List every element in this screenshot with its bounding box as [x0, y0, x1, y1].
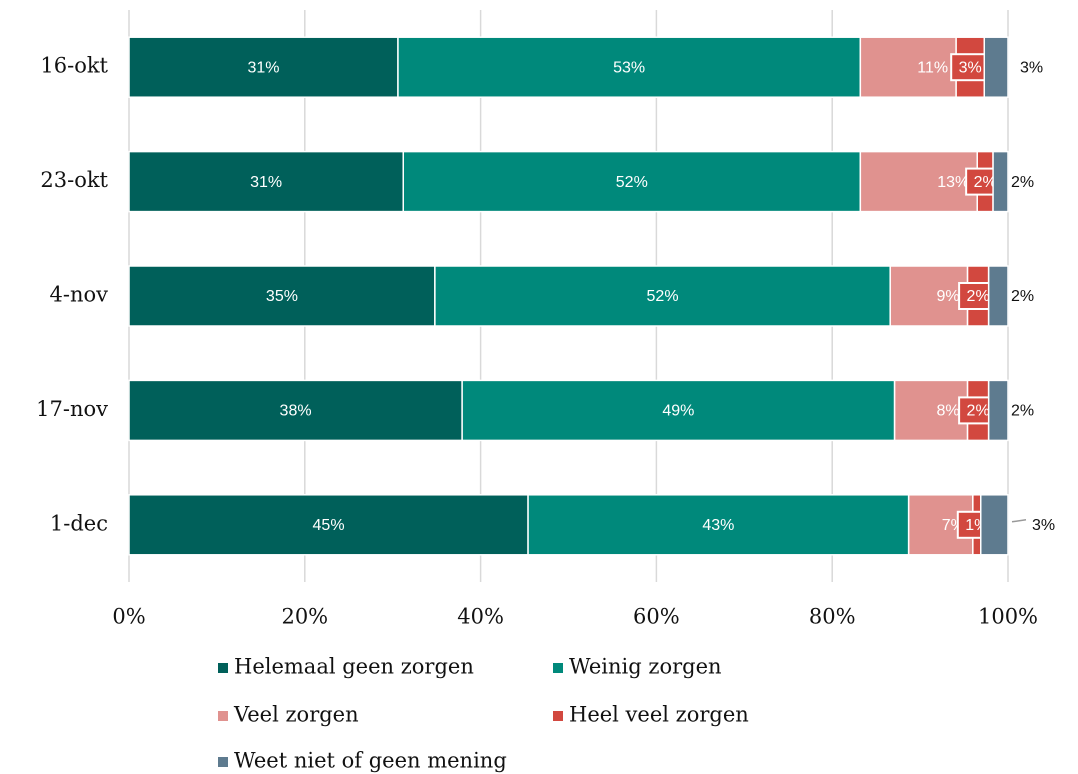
data-label: 49%	[662, 403, 694, 420]
legend-swatch	[218, 757, 228, 767]
label-box	[950, 53, 991, 82]
x-tick-label: 100%	[978, 605, 1038, 629]
data-label: 2%	[1011, 174, 1034, 191]
y-tick-label: 1-dec	[50, 511, 108, 535]
data-label: 31%	[247, 59, 279, 76]
bar-segment	[434, 265, 891, 327]
legend-label: Weet niet of geen mening	[234, 749, 507, 773]
data-label: 8%	[936, 403, 959, 420]
legend-swatch	[218, 711, 228, 721]
x-tick-label: 20%	[281, 605, 328, 629]
y-tick-label: 23-okt	[40, 168, 108, 192]
legend-label: Veel zorgen	[233, 703, 359, 727]
data-label: 3%	[959, 59, 982, 76]
bar-segment	[983, 36, 1009, 98]
bar-segment	[527, 494, 910, 556]
bar-segment	[461, 379, 896, 442]
x-tick-label: 60%	[633, 605, 680, 629]
legend-swatch	[218, 663, 228, 673]
data-label: 38%	[280, 403, 312, 420]
y-tick-label: 17-nov	[36, 397, 108, 421]
data-label: 2%	[967, 403, 990, 420]
data-label: 2%	[1011, 288, 1034, 305]
bar-segment	[893, 379, 969, 442]
bar-segment	[128, 265, 436, 327]
x-tick-label: 40%	[457, 605, 504, 629]
data-label: 53%	[613, 59, 645, 76]
data-label: 52%	[616, 174, 648, 191]
legend-swatch	[553, 663, 563, 673]
data-label: 3%	[1020, 59, 1043, 76]
bar-segment	[402, 150, 862, 213]
data-label: 9%	[936, 288, 959, 305]
leader-line	[1011, 519, 1027, 523]
data-label: 45%	[313, 517, 345, 534]
data-label: 35%	[266, 288, 298, 305]
bar-segment	[859, 150, 978, 213]
bar-segment	[128, 494, 529, 556]
bar-segment	[128, 36, 399, 98]
bar-segment	[987, 265, 1009, 327]
legend-label: Heel veel zorgen	[569, 703, 749, 727]
bar-segment	[980, 494, 1009, 556]
data-label: 52%	[647, 288, 679, 305]
bar-segment	[889, 265, 969, 327]
data-label: 3%	[1032, 517, 1055, 534]
data-label: 2%	[1011, 403, 1034, 420]
bar-segment	[128, 150, 404, 213]
data-label: 2%	[967, 288, 990, 305]
bar-segment	[992, 150, 1009, 213]
data-label: 43%	[702, 517, 734, 534]
legend-label: Weinig zorgen	[569, 655, 722, 679]
y-tick-label: 16-okt	[40, 54, 108, 78]
x-tick-label: 0%	[112, 605, 145, 629]
legend-swatch	[553, 711, 563, 721]
x-tick-label: 80%	[809, 605, 856, 629]
data-label: 2%	[974, 174, 997, 191]
data-label: 13%	[937, 174, 969, 191]
data-label: 11%	[917, 59, 948, 76]
y-tick-label: 4-nov	[50, 283, 109, 307]
bar-segment	[128, 379, 463, 442]
data-label: 31%	[250, 174, 282, 191]
legend-label: Helemaal geen zorgen	[234, 655, 474, 679]
bar-segment	[987, 379, 1009, 442]
